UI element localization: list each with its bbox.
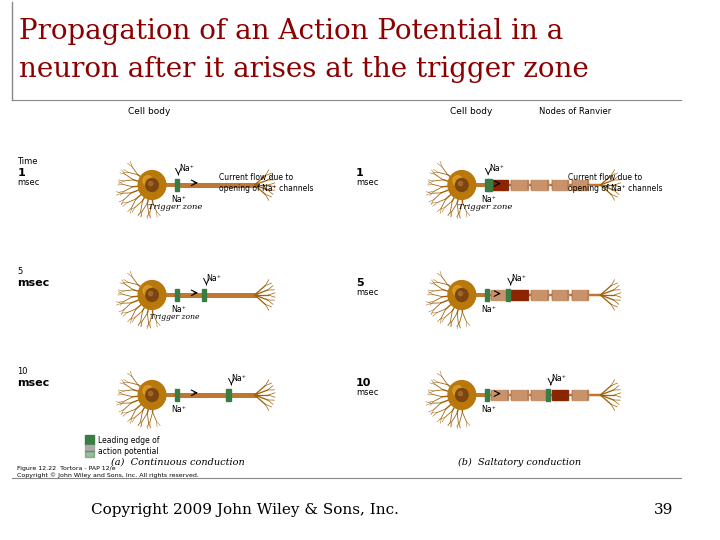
Bar	[485, 289, 488, 301]
Text: Figure 12.22  Tortora - PAP 12/e: Figure 12.22 Tortora - PAP 12/e	[17, 466, 116, 471]
Text: Na⁺: Na⁺	[231, 374, 246, 383]
Circle shape	[459, 392, 462, 396]
Text: (a)  Continuous conduction: (a) Continuous conduction	[111, 458, 245, 467]
Bar	[491, 390, 508, 400]
Bar	[531, 390, 548, 400]
Circle shape	[453, 386, 462, 396]
Text: 5: 5	[17, 267, 22, 276]
Bar	[511, 290, 528, 300]
Text: 1: 1	[17, 168, 25, 178]
Bar	[202, 288, 206, 301]
Circle shape	[456, 388, 468, 401]
Bar	[175, 389, 179, 401]
Text: Cell body: Cell body	[450, 107, 492, 116]
Text: Cell body: Cell body	[128, 107, 171, 116]
Bar	[511, 180, 528, 190]
Text: 5: 5	[356, 278, 364, 288]
Text: msec: msec	[356, 388, 379, 397]
Text: Na⁺: Na⁺	[489, 165, 504, 173]
Text: neuron after it arises at the trigger zone: neuron after it arises at the trigger zo…	[19, 56, 589, 83]
Bar	[485, 179, 488, 191]
Bar	[175, 289, 179, 301]
Bar	[227, 388, 230, 401]
Bar	[85, 451, 94, 457]
Text: 39: 39	[654, 503, 673, 517]
Text: Na⁺: Na⁺	[511, 274, 526, 284]
Bar	[552, 290, 568, 300]
Text: Na⁺: Na⁺	[207, 274, 222, 284]
Text: 10: 10	[356, 378, 372, 388]
Text: Trigger zone: Trigger zone	[148, 203, 202, 211]
Circle shape	[453, 176, 462, 186]
Text: Na⁺: Na⁺	[179, 165, 194, 173]
Circle shape	[143, 176, 153, 186]
Text: Na⁺: Na⁺	[481, 405, 496, 414]
Text: Current flow due to
opening of Na⁺ channels: Current flow due to opening of Na⁺ chann…	[567, 173, 662, 193]
Bar	[531, 180, 548, 190]
Circle shape	[448, 171, 476, 199]
Bar	[175, 179, 179, 191]
Circle shape	[145, 288, 158, 301]
Text: Leading edge of
action potential: Leading edge of action potential	[98, 436, 160, 456]
Circle shape	[143, 386, 153, 396]
Text: Na⁺: Na⁺	[481, 195, 496, 204]
Bar	[491, 180, 508, 190]
Circle shape	[138, 381, 166, 409]
Bar	[488, 179, 492, 192]
Bar	[572, 290, 588, 300]
Bar	[85, 445, 94, 451]
Circle shape	[145, 388, 158, 401]
Bar	[552, 390, 568, 400]
Circle shape	[138, 281, 166, 309]
Text: (b)  Saltatory conduction: (b) Saltatory conduction	[458, 458, 581, 467]
Circle shape	[459, 181, 462, 186]
Text: Nodes of Ranvier: Nodes of Ranvier	[539, 107, 611, 116]
Text: msec: msec	[356, 178, 379, 187]
Text: msec: msec	[17, 378, 50, 388]
Circle shape	[453, 286, 462, 296]
Text: msec: msec	[17, 278, 50, 288]
Circle shape	[459, 292, 462, 296]
Bar	[531, 290, 548, 300]
Text: msec: msec	[17, 178, 40, 187]
Text: Time: Time	[17, 157, 38, 166]
Text: 10: 10	[17, 367, 28, 376]
Text: Trigger zone: Trigger zone	[458, 203, 512, 211]
Text: Na⁺: Na⁺	[552, 374, 567, 383]
Text: Propagation of an Action Potential in a: Propagation of an Action Potential in a	[19, 18, 564, 45]
Circle shape	[456, 288, 468, 301]
Circle shape	[148, 292, 153, 296]
Bar	[491, 290, 508, 300]
Circle shape	[143, 286, 153, 296]
Circle shape	[138, 171, 166, 199]
Bar	[506, 288, 510, 301]
Bar	[552, 180, 568, 190]
Circle shape	[145, 179, 158, 192]
Circle shape	[448, 281, 476, 309]
Text: Current flow due to
opening of Na⁺ channels: Current flow due to opening of Na⁺ chann…	[220, 173, 314, 193]
Text: Trigger zone: Trigger zone	[150, 313, 200, 321]
Bar	[572, 180, 588, 190]
Bar	[85, 435, 94, 445]
Circle shape	[148, 392, 153, 396]
Text: Na⁺: Na⁺	[171, 195, 186, 204]
Bar	[572, 390, 588, 400]
Text: Na⁺: Na⁺	[171, 305, 186, 314]
Text: Copyright 2009 John Wiley & Sons, Inc.: Copyright 2009 John Wiley & Sons, Inc.	[91, 503, 400, 517]
Bar	[546, 388, 550, 401]
Bar	[511, 390, 528, 400]
Text: 1: 1	[356, 168, 364, 178]
Circle shape	[456, 179, 468, 192]
Text: Na⁺: Na⁺	[171, 405, 186, 414]
Circle shape	[448, 381, 476, 409]
Text: msec: msec	[356, 288, 379, 297]
Text: Copyright © John Wiley and Sons, Inc. All rights reserved.: Copyright © John Wiley and Sons, Inc. Al…	[17, 472, 199, 478]
Text: Na⁺: Na⁺	[481, 305, 496, 314]
Circle shape	[148, 181, 153, 186]
Bar	[485, 389, 488, 401]
